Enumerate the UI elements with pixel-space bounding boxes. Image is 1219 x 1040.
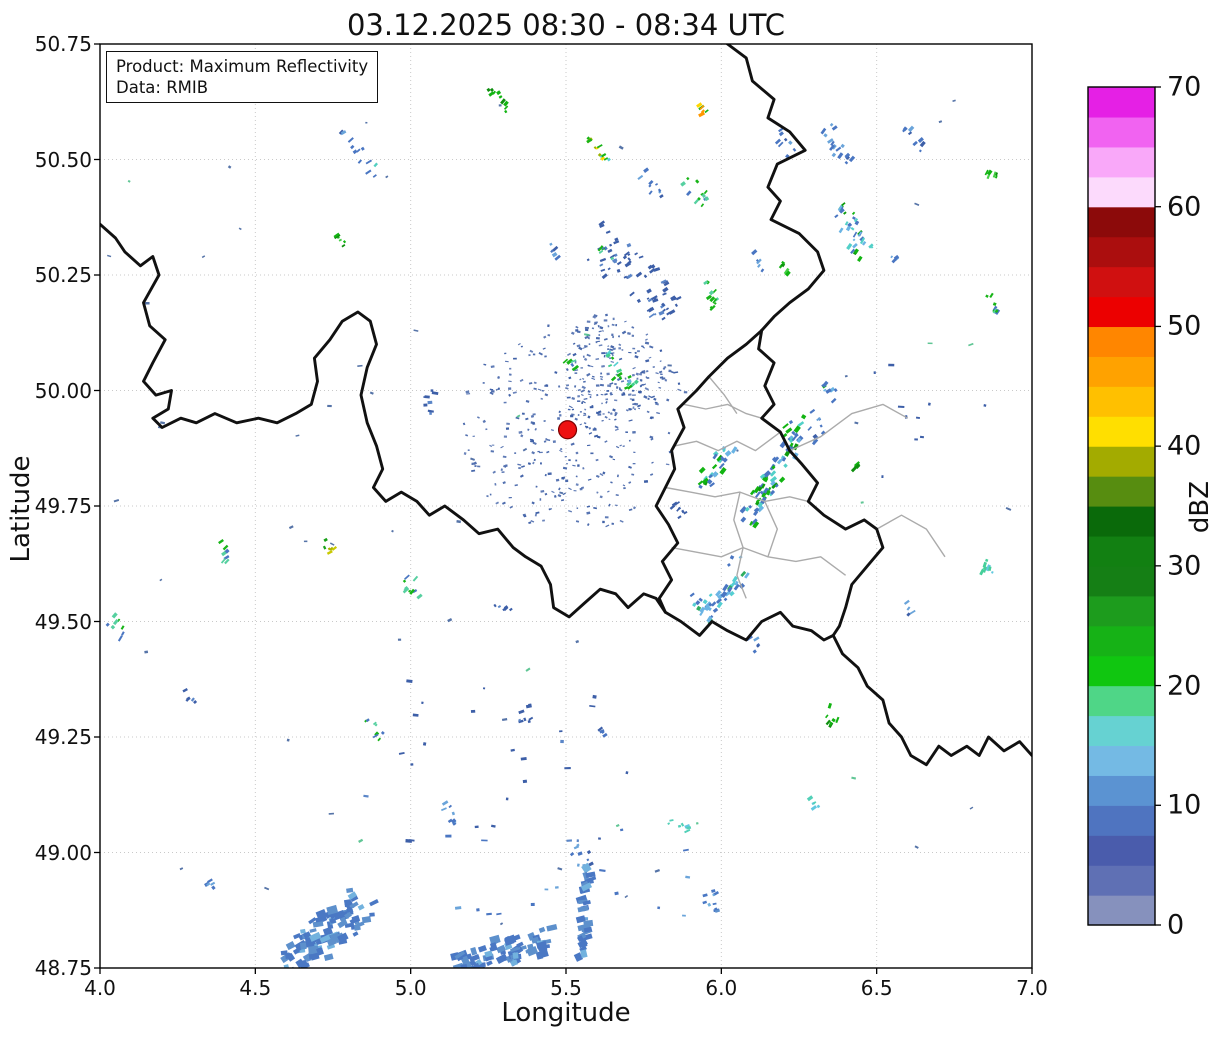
y-tick-label: 49.75 [34,494,92,518]
radar-station-marker [557,420,578,440]
y-tick-label: 50.75 [34,32,92,56]
colorbar-frame [1087,86,1156,926]
colorbar [1087,86,1161,926]
colorbar-tick-label: 20 [1167,670,1202,702]
y-tick-label: 48.75 [34,956,92,980]
colorbar-ticks [1155,86,1161,926]
colorbar-tick-label: 0 [1167,909,1185,941]
plot-content [100,44,1032,968]
y-tick-label: 50.00 [34,378,92,403]
chart-title: 03.12.2025 08:30 - 08:34 UTC [346,8,786,42]
axis-ticks [94,43,1033,974]
x-tick-label: 4.5 [239,976,272,1000]
colorbar-tick-label: 30 [1167,550,1202,582]
data-source-line: Data: RMIB [116,78,209,98]
y-tick-label: 49.25 [34,725,92,749]
product-line: Product: Maximum Reflectivity [116,57,369,76]
grid-lines [100,44,1032,968]
y-tick-label: 49.50 [34,609,92,634]
x-tick-label: 5.5 [550,976,582,1000]
x-tick-label: 6.0 [705,976,738,1000]
district-borders [665,376,946,599]
x-tick-label: 7.0 [1016,976,1048,1000]
colorbar-tick-label: 70 [1167,71,1202,103]
colorbar-tick-label: 10 [1167,789,1202,821]
y-tick-label: 50.50 [34,147,92,172]
x-tick-label: 5.0 [394,976,427,1000]
colorbar-tick-label: 40 [1167,430,1202,462]
radar-echoes [105,87,1012,968]
y-tick-label: 50.25 [34,263,92,287]
product-annotation-box: Product: Maximum Reflectivity Data: RMIB [106,51,379,104]
y-tick-label: 49.00 [34,840,92,865]
x-tick-label: 4.0 [84,976,116,1000]
country-borders [100,44,1032,767]
colorbar-tick-label: 50 [1167,310,1202,342]
colorbar-tick-label: 60 [1167,191,1202,223]
colorbar-label: dBZ [1185,480,1215,534]
x-axis-label: Longitude [501,998,631,1028]
x-tick-label: 6.5 [860,976,893,1000]
